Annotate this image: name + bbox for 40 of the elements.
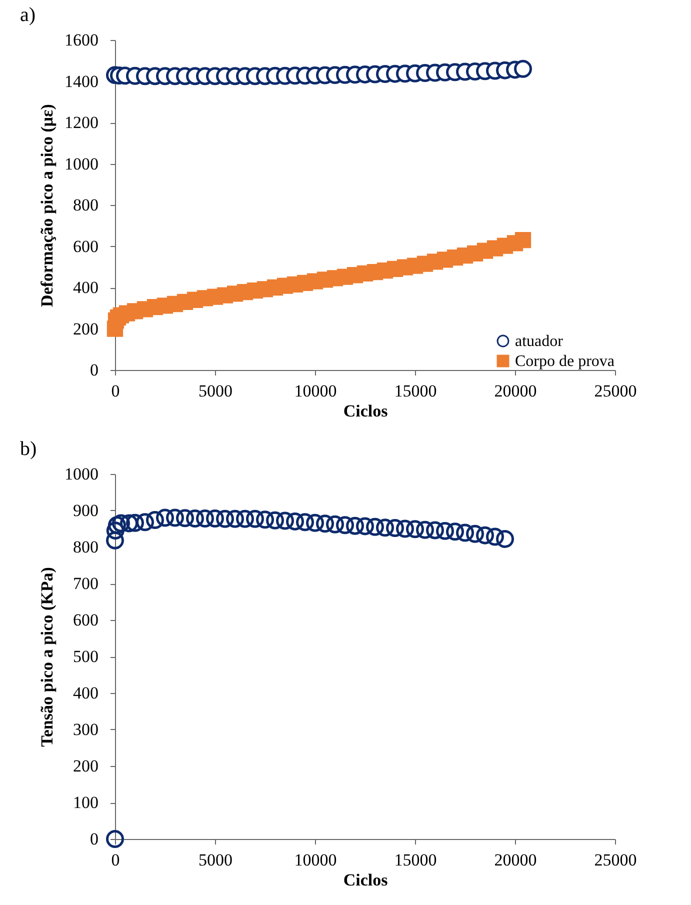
y-tick-label: 700	[73, 574, 98, 593]
y-tick-label: 800	[73, 196, 98, 214]
x-tick-label: 25000	[594, 850, 637, 870]
y-tick-label: 800	[73, 538, 98, 556]
y-tick-label: 400	[73, 278, 98, 297]
x-axis-title: Ciclos	[343, 870, 388, 890]
x-tick-label: 15000	[394, 382, 437, 400]
y-axis-title: Deformação pico a pico (με)	[38, 104, 56, 307]
y-tick-label: 0	[90, 830, 98, 848]
y-tick-label: 600	[73, 610, 98, 630]
y-tick-label: 0	[90, 360, 98, 380]
x-tick-label: 25000	[594, 382, 637, 400]
y-tick-label: 500	[73, 647, 98, 666]
x-tick-label: 5000	[198, 850, 232, 870]
y-tick-label: 1000	[64, 154, 98, 174]
chart-title: b)	[20, 438, 37, 460]
x-tick-label: 10000	[294, 850, 337, 870]
y-tick-label: 400	[73, 684, 98, 702]
x-tick-label: 0	[111, 850, 120, 870]
y-tick-label: 300	[73, 720, 98, 739]
x-tick-label: 20000	[494, 850, 537, 870]
x-tick-label: 5000	[198, 382, 232, 400]
y-tick-label: 1400	[64, 72, 98, 91]
x-tick-label: 0	[111, 382, 120, 400]
y-tick-label: 1000	[64, 464, 98, 484]
x-tick-label: 15000	[394, 850, 437, 870]
y-tick-label: 200	[73, 319, 98, 338]
x-tick-label: 10000	[294, 382, 337, 400]
x-tick-label: 20000	[494, 382, 537, 400]
y-tick-label: 900	[73, 501, 98, 520]
y-tick-label: 600	[73, 236, 98, 256]
y-tick-label: 100	[73, 793, 98, 812]
y-tick-label: 200	[73, 756, 98, 776]
legend-label: atuador	[515, 333, 564, 350]
y-tick-label: 1200	[64, 113, 98, 132]
x-axis-title: Ciclos	[343, 402, 388, 420]
legend-label: Corpo de prova	[515, 353, 615, 370]
y-tick-label: 1600	[64, 30, 98, 50]
chart-title: a)	[20, 4, 36, 26]
y-axis-title: Tensão pico a pico (KPa)	[38, 567, 56, 747]
